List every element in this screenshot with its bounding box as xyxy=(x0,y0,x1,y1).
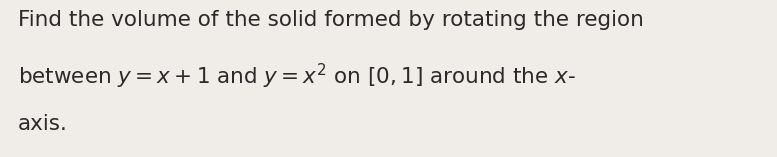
Text: Find the volume of the solid formed by rotating the region: Find the volume of the solid formed by r… xyxy=(18,10,644,30)
Text: axis.: axis. xyxy=(18,114,68,134)
Text: between $y=x+1$ and $y=x^2$ on $[0,1]$ around the $x$-: between $y=x+1$ and $y=x^2$ on $[0,1]$ a… xyxy=(18,62,576,91)
